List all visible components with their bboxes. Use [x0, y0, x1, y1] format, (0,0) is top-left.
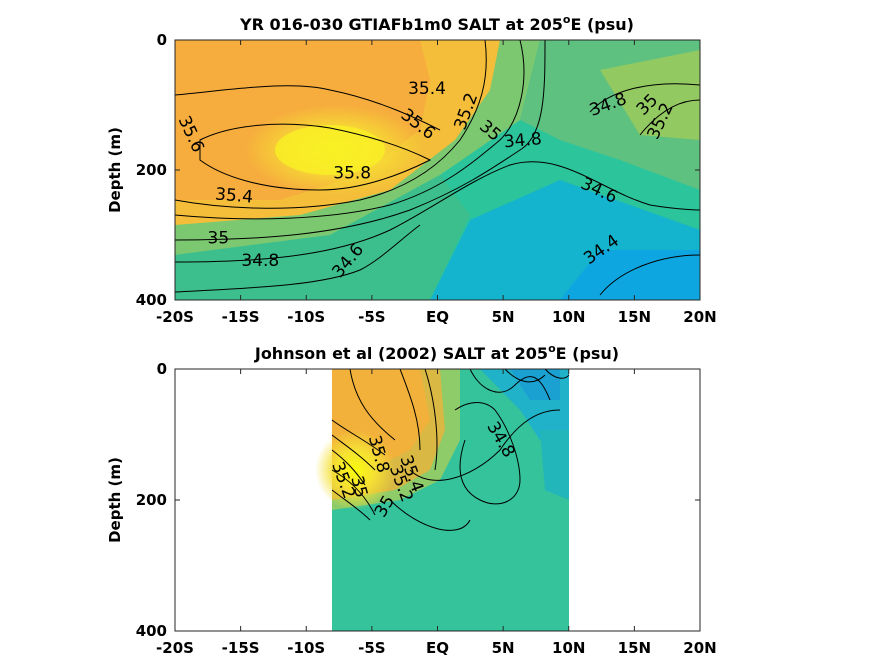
x-tick-label: -5S — [358, 639, 385, 656]
y-tick-label: 0 — [157, 360, 167, 378]
x-tick-label: -15S — [222, 308, 260, 326]
x-tick-label: 10N — [552, 308, 585, 326]
panel-1-title: YR 016-030 GTIAFb1m0 SALT at 205oE (psu) — [239, 13, 634, 34]
x-tick-label: 20N — [683, 308, 716, 326]
panel-2-contours — [331, 368, 570, 531]
x-tick-label: -20S — [156, 639, 194, 656]
contour-label: 34.8 — [503, 129, 542, 152]
x-tick-label: -5S — [358, 308, 385, 326]
panel-2-y-axis: 0 200 400 — [136, 360, 700, 640]
y-tick-label: 400 — [136, 622, 167, 640]
panel-2-ylabel: Depth (m) — [106, 457, 124, 543]
x-tick-label: 5N — [492, 639, 515, 656]
x-tick-label: 20N — [683, 639, 716, 656]
x-tick-label: 15N — [618, 639, 651, 656]
panel-1-ylabel: Depth (m) — [106, 127, 124, 213]
contour-label: 35 — [207, 228, 229, 248]
x-tick-label: 5N — [492, 308, 515, 326]
panel-1: YR 016-030 GTIAFb1m0 SALT at 205oE (psu) — [106, 13, 717, 326]
y-tick-label: 400 — [136, 291, 167, 309]
x-tick-label: 15N — [618, 308, 651, 326]
panel-1-contours — [174, 39, 701, 300]
x-tick-label: EQ — [426, 639, 449, 656]
x-tick-label: EQ — [426, 308, 449, 326]
panel-2: Johnson et al (2002) SALT at 205oE (psu) — [106, 342, 717, 656]
contour-label: 35.4 — [214, 184, 253, 207]
panel-2-x-axis: -20S -15S -10S -5S EQ 5N 10N 15N 20N — [156, 369, 717, 656]
x-tick-label: -10S — [287, 308, 325, 326]
contour-label: 34.8 — [241, 251, 279, 271]
panel-1-x-axis: -20S -15S -10S -5S EQ 5N 10N 15N 20N — [156, 40, 717, 326]
y-tick-label: 200 — [136, 161, 167, 179]
x-tick-label: 10N — [552, 639, 585, 656]
panel-2-title: Johnson et al (2002) SALT at 205oE (psu) — [254, 342, 619, 363]
y-tick-label: 200 — [136, 491, 167, 509]
panel-1-y-axis: 0 200 400 — [136, 31, 700, 309]
x-tick-label: -20S — [156, 308, 194, 326]
x-tick-label: -15S — [222, 639, 260, 656]
contour-label: 35.4 — [408, 79, 446, 99]
panel-2-field — [175, 369, 700, 631]
contour-label: 35.8 — [333, 163, 371, 183]
y-tick-label: 0 — [157, 31, 167, 49]
x-tick-label: -10S — [287, 639, 325, 656]
